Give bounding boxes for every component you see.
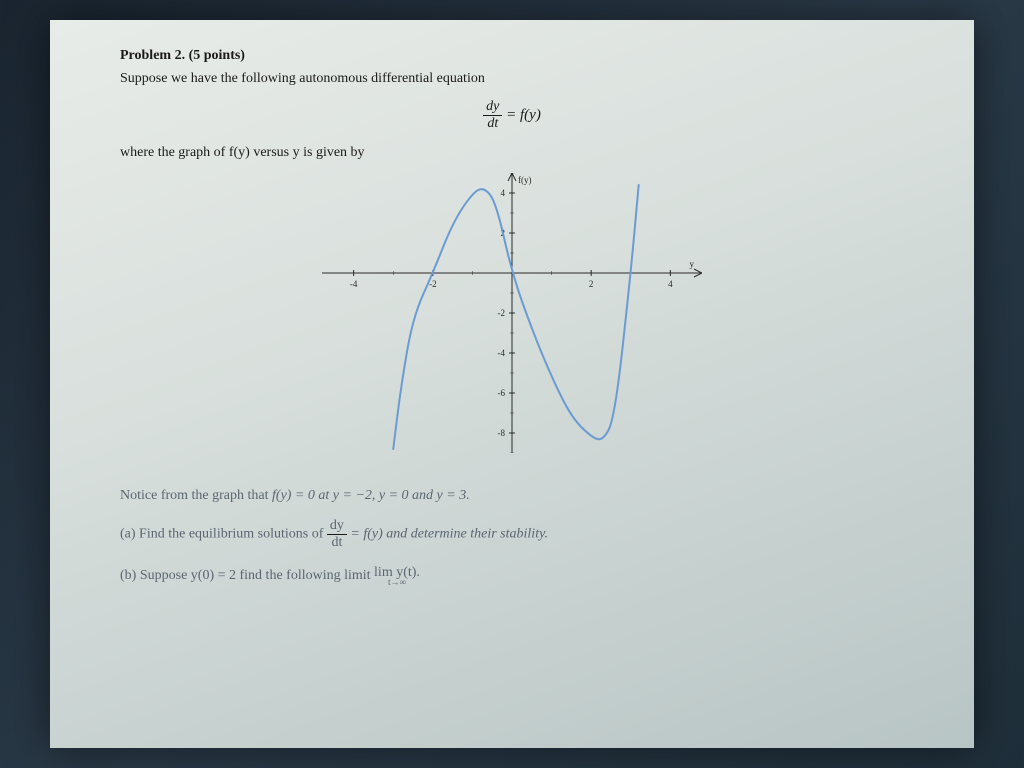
fraction-dydt-a: dy dt [327,518,347,551]
svg-text:-6: -6 [498,388,506,398]
svg-text:y: y [690,259,695,269]
main-equation: dy dt = f(y) [120,99,904,132]
svg-text:-4: -4 [350,279,358,289]
intro-text: Suppose we have the following autonomous… [120,68,904,89]
problem-title: Problem 2. (5 points) [120,48,904,64]
svg-text:-4: -4 [498,348,506,358]
svg-text:4: 4 [501,188,506,198]
svg-text:-8: -8 [498,428,506,438]
fraction-dydt: dy dt [483,99,502,132]
chart-container: -4-224-8-6-4-224yf(y) [120,173,904,458]
document-page: Problem 2. (5 points) Suppose we have th… [50,20,974,748]
where-text: where the graph of f(y) versus y is give… [120,142,904,163]
notice-text: Notice from the graph that f(y) = 0 at y… [120,488,904,504]
part-a: (a) Find the equilibrium solutions of dy… [120,518,904,551]
part-a-label: (a) [120,527,139,542]
fy-chart: -4-224-8-6-4-224yf(y) [322,173,702,453]
equation-rhs: = f(y) [502,107,540,123]
svg-text:4: 4 [668,279,673,289]
svg-text:f(y): f(y) [518,175,532,185]
svg-text:-2: -2 [498,308,506,318]
part-b: (b) Suppose y(0) = 2 find the following … [120,565,904,587]
part-b-label: (b) [120,568,140,583]
svg-text:2: 2 [589,279,594,289]
